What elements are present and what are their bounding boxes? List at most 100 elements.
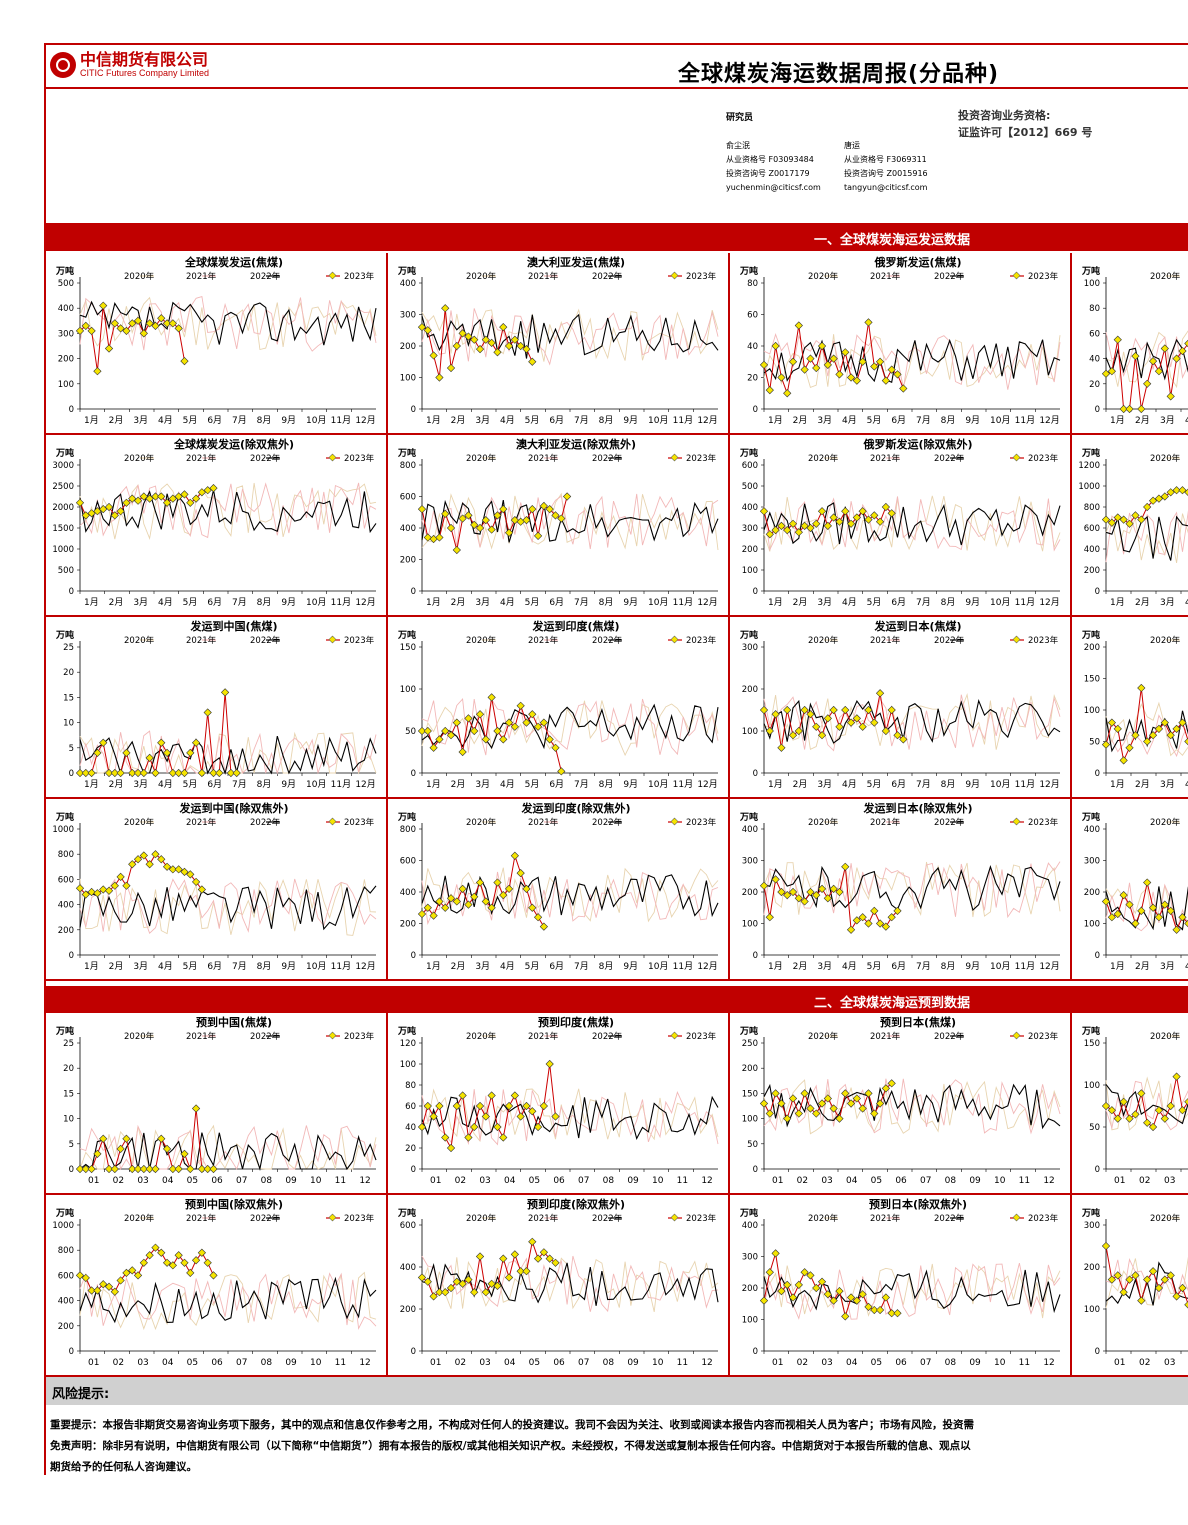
data-point-2023 bbox=[1101, 1101, 1111, 1111]
data-point-2023 bbox=[99, 1280, 108, 1289]
x-tick-label: 10月 bbox=[990, 779, 1010, 790]
data-point-2023 bbox=[128, 319, 137, 328]
researcher-email[interactable]: yuchenmin@citicsf.com bbox=[726, 183, 821, 192]
legend-label: 2023年 bbox=[344, 817, 375, 828]
data-point-2023 bbox=[470, 1122, 479, 1132]
legend-entry: 2020年 bbox=[124, 817, 155, 828]
data-point-2023 bbox=[180, 1258, 189, 1267]
data-point-2023 bbox=[499, 504, 508, 514]
data-point-2023 bbox=[881, 1084, 890, 1093]
legend-label: 2022年 bbox=[250, 817, 281, 828]
legend-label: 2022年 bbox=[250, 1213, 281, 1224]
x-tick-label: 6月 bbox=[891, 597, 906, 608]
data-point-2023 bbox=[226, 768, 236, 778]
data-point-2023 bbox=[75, 1271, 85, 1280]
data-point-2023 bbox=[423, 726, 432, 736]
x-tick-label: 10月 bbox=[648, 779, 668, 790]
data-point-2023 bbox=[858, 1104, 867, 1113]
series-line-2023 bbox=[421, 855, 545, 927]
data-point-2023 bbox=[423, 1277, 432, 1286]
x-tick-label: 07 bbox=[236, 1176, 247, 1186]
data-point-2023 bbox=[470, 520, 479, 529]
x-tick-label: 5月 bbox=[525, 597, 540, 608]
data-point-2023 bbox=[545, 504, 554, 514]
data-point-2023 bbox=[846, 373, 856, 382]
y-tick-label: 200 bbox=[400, 342, 416, 352]
data-point-2023 bbox=[812, 363, 821, 373]
data-point-2023 bbox=[75, 498, 85, 507]
x-tick-label: 6月 bbox=[549, 415, 564, 426]
data-point-2023 bbox=[829, 513, 838, 522]
data-point-2023 bbox=[539, 501, 548, 511]
series-line-2022年 bbox=[79, 1276, 377, 1324]
x-tick-label: 08 bbox=[261, 1358, 273, 1368]
x-tick-label: 06 bbox=[895, 1358, 907, 1368]
data-point-2023 bbox=[157, 855, 166, 864]
data-point-2023 bbox=[458, 884, 467, 893]
x-tick-label: 07 bbox=[920, 1176, 931, 1186]
data-point-2023 bbox=[1148, 731, 1158, 740]
data-point-2023 bbox=[452, 545, 461, 555]
x-tick-label: 3月 bbox=[817, 779, 832, 790]
data-point-2023 bbox=[110, 1287, 119, 1296]
data-point-2023 bbox=[104, 1164, 114, 1174]
x-tick-label: 11月 bbox=[673, 961, 693, 972]
data-point-2023 bbox=[551, 1112, 560, 1121]
data-point-2023 bbox=[180, 490, 189, 499]
legend-label: 2021年 bbox=[186, 1031, 217, 1042]
legend-entry: 2021年 bbox=[186, 453, 217, 464]
legend-entry: 2020年 bbox=[466, 1213, 497, 1224]
x-tick-label: 12月 bbox=[697, 415, 717, 426]
chart-title: 发运到中国(除双焦外) bbox=[178, 801, 288, 815]
x-tick-label: 10月 bbox=[990, 961, 1010, 972]
data-point-2023 bbox=[174, 768, 183, 778]
chart-svg: 预到中国(除双焦外) 万吨 2020年 2021年 2022年 2023年 0 200 400 6… bbox=[52, 1197, 377, 1368]
data-point-2023 bbox=[104, 886, 114, 895]
legend-entry: 2021年 bbox=[870, 1031, 901, 1042]
legend-label: 2020年 bbox=[1150, 271, 1181, 282]
y-tick-label: 400 bbox=[58, 901, 74, 911]
data-point-2023 bbox=[446, 894, 456, 903]
chart-panel: 预到印度(除双焦外) 万吨 2020年 2021年 2022年 2023年 0 200 400 6… bbox=[388, 1195, 730, 1377]
data-point-2023 bbox=[487, 903, 496, 912]
legend-label: 2020年 bbox=[808, 1213, 839, 1224]
data-point-2023 bbox=[1131, 351, 1140, 361]
legend-entry: 2020年 bbox=[1150, 1213, 1181, 1224]
x-tick-label: 7月 bbox=[232, 961, 247, 972]
data-point-2023 bbox=[788, 1094, 798, 1103]
legend-label: 2022年 bbox=[250, 1031, 281, 1042]
legend-entry: 2023年 bbox=[668, 271, 717, 282]
x-tick-label: 4月 bbox=[500, 597, 515, 608]
chart-svg: 发运到日本(焦煤) 万吨 2020年 2021年 2022年 2023年 0 100 200 30… bbox=[739, 619, 1061, 790]
x-tick-label: 05 bbox=[871, 1176, 882, 1186]
data-point-2023 bbox=[81, 321, 90, 330]
section-title: 二、全球煤炭海运预到数据 bbox=[814, 996, 971, 1011]
data-point-2023 bbox=[423, 903, 432, 912]
data-point-2023 bbox=[99, 504, 108, 514]
data-point-2023 bbox=[510, 1091, 519, 1100]
x-tick-label: 03 bbox=[1164, 1176, 1175, 1186]
legend-label: 2020年 bbox=[1150, 635, 1181, 646]
legend-entry: 2020年 bbox=[124, 1031, 155, 1042]
data-point-2023 bbox=[191, 1104, 201, 1113]
legend-entry: 2021年 bbox=[870, 635, 901, 646]
series-line-2022年 bbox=[421, 874, 719, 918]
legend-label: 2022年 bbox=[592, 271, 623, 282]
chart-title: 预到中国(除双焦外) bbox=[185, 1197, 283, 1211]
y-tick-label: 0 bbox=[1095, 405, 1100, 415]
legend-entry: 2022年 bbox=[934, 1213, 965, 1224]
x-tick-label: 6月 bbox=[207, 597, 222, 608]
data-point-2023 bbox=[168, 865, 177, 874]
data-point-2023 bbox=[441, 509, 450, 518]
legend-label: 2021年 bbox=[870, 1213, 901, 1224]
data-point-2023 bbox=[846, 1293, 856, 1302]
researcher-label: 研究员 bbox=[726, 113, 754, 123]
legend-entry: 2020年 bbox=[124, 453, 155, 464]
data-point-2023 bbox=[81, 768, 90, 778]
x-tick-label: 10月 bbox=[306, 415, 326, 426]
data-point-2023 bbox=[1101, 369, 1111, 378]
data-point-2023 bbox=[499, 735, 508, 744]
x-tick-label: 8月 bbox=[257, 597, 272, 608]
researcher-email[interactable]: tangyun@citicsf.com bbox=[844, 183, 928, 192]
data-point-2023 bbox=[1143, 1275, 1152, 1284]
